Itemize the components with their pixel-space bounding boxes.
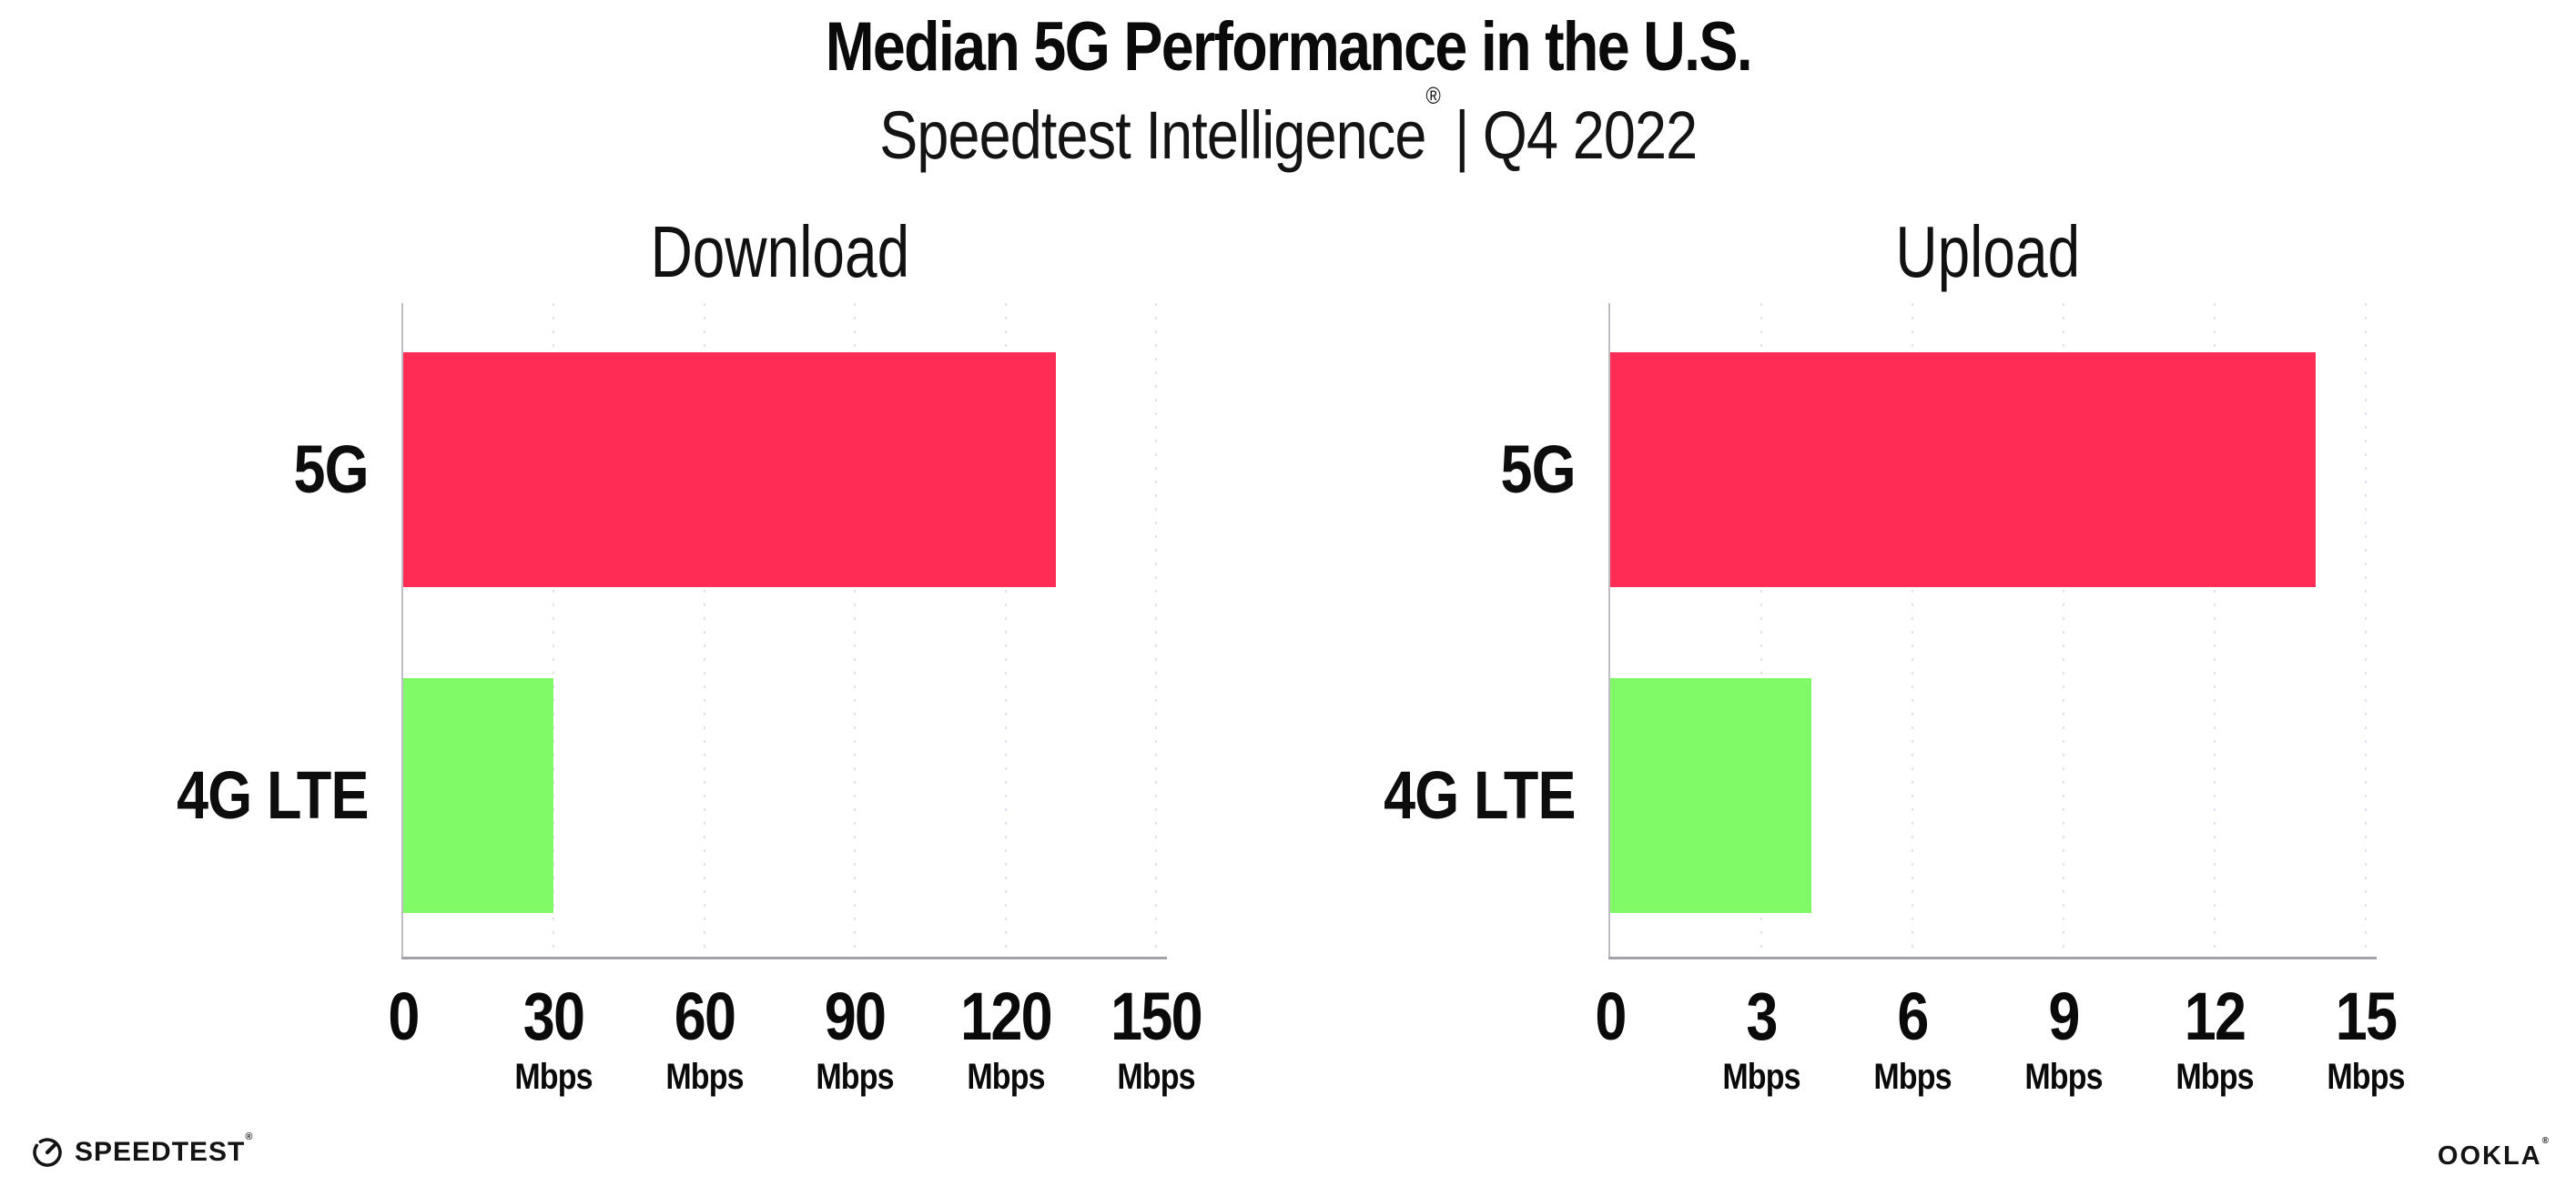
- gridline: [703, 303, 705, 958]
- x-tick-value: 0: [1595, 979, 1627, 1054]
- registered-trademark-icon: ®: [1425, 82, 1441, 110]
- gridline: [1760, 303, 1762, 958]
- ookla-registered-mark-icon: ®: [2541, 1136, 2549, 1147]
- x-tick-label: 15 Mbps: [2320, 979, 2411, 1097]
- category-label-5g-text: 5G: [293, 431, 370, 507]
- x-tick-value: 15: [2335, 979, 2398, 1054]
- download-bar-4g-lte: [403, 678, 554, 913]
- gridline: [1004, 303, 1007, 958]
- x-tick-unit: Mbps: [1117, 1057, 1195, 1097]
- speedtest-wordmark: SPEEDTEST®: [75, 1131, 252, 1168]
- category-label-4g-lte-text: 4G LTE: [177, 757, 370, 833]
- gridline: [854, 303, 857, 958]
- category-label-5g: 5G: [280, 431, 370, 507]
- gridline: [553, 303, 555, 958]
- ookla-wordmark-text: OOKLA: [2437, 1141, 2542, 1171]
- speedtest-gauge-icon: [33, 1138, 62, 1167]
- x-tick-label: 3 Mbps: [1716, 979, 1807, 1097]
- x-tick-unit: Mbps: [1873, 1057, 1952, 1097]
- download-chart: Download 5G 4G LTE 0 30 Mbps 60 Mbps 90 Mbps 12…: [177, 216, 1203, 1096]
- gridline: [2365, 303, 2367, 958]
- x-tick-label: 60 Mbps: [659, 979, 750, 1097]
- x-tick-value: 90: [824, 979, 887, 1054]
- subtitle-period: Q4 2022: [1482, 97, 1698, 173]
- x-tick-label: 30 Mbps: [508, 979, 599, 1097]
- subtitle-separator: |: [1454, 97, 1469, 173]
- gridline: [1155, 303, 1157, 958]
- category-label-5g-text: 5G: [1500, 431, 1577, 507]
- x-tick-value: 120: [959, 979, 1053, 1054]
- x-tick-label: 120 Mbps: [952, 979, 1059, 1097]
- upload-x-axis-line: [1608, 957, 2377, 959]
- upload-bar-4g-lte: [1610, 678, 1812, 913]
- download-y-axis-line: [401, 303, 403, 959]
- x-tick-unit: Mbps: [816, 1057, 895, 1097]
- x-tick-unit: Mbps: [2175, 1057, 2254, 1097]
- x-tick-unit: Mbps: [2024, 1057, 2103, 1097]
- upload-x-axis-ticks: 0 3 Mbps 6 Mbps 9 Mbps 12 Mbps 15 Mbps: [1595, 958, 2405, 1103]
- download-bar-5g: [403, 352, 1056, 587]
- x-tick-label: 0: [385, 983, 421, 1050]
- x-tick-label: 150 Mbps: [1102, 979, 1209, 1097]
- x-tick-value: 150: [1111, 979, 1203, 1054]
- x-tick-value: 6: [1897, 979, 1929, 1054]
- upload-chart-title: Upload: [1610, 216, 2366, 289]
- speedtest-registered-mark-icon: ®: [245, 1131, 253, 1142]
- page-subtitle: Speedtest Intelligence® | Q4 2022: [0, 84, 2576, 173]
- x-tick-value: 12: [2184, 979, 2246, 1054]
- x-tick-unit: Mbps: [665, 1057, 744, 1097]
- x-tick-label: 12 Mbps: [2169, 979, 2260, 1097]
- x-tick-unit: Mbps: [514, 1057, 593, 1097]
- category-label-5g: 5G: [1487, 431, 1577, 507]
- x-tick-value: 60: [674, 979, 736, 1054]
- x-tick-label: 6 Mbps: [1867, 979, 1958, 1097]
- page-subtitle-text: Speedtest Intelligence® | Q4 2022: [878, 84, 1698, 173]
- upload-chart-title-text: Upload: [1895, 211, 2081, 292]
- category-label-4g-lte: 4G LTE: [1350, 757, 1577, 833]
- download-x-axis-line: [401, 957, 1167, 959]
- upload-bar-5g: [1610, 352, 2316, 587]
- speedtest-logo: SPEEDTEST®: [31, 1131, 252, 1169]
- x-tick-value: 9: [2048, 979, 2080, 1054]
- x-tick-unit: Mbps: [966, 1057, 1045, 1097]
- speedtest-wordmark-text: SPEEDTEST: [75, 1137, 246, 1167]
- x-tick-value: 30: [523, 979, 585, 1054]
- upload-plot-area: [1610, 303, 2367, 958]
- category-label-4g-lte-text: 4G LTE: [1384, 757, 1577, 833]
- subtitle-brand: Speedtest Intelligence: [878, 97, 1426, 173]
- download-chart-title: Download: [403, 216, 1156, 289]
- x-tick-value: 3: [1746, 979, 1778, 1054]
- gridline: [1912, 303, 1913, 958]
- page-title-text: Median 5G Performance in the U.S.: [825, 8, 1752, 86]
- download-x-axis-ticks: 0 30 Mbps 60 Mbps 90 Mbps 120 Mbps 150 Mbps: [388, 958, 1202, 1103]
- x-tick-value: 0: [388, 979, 420, 1054]
- x-tick-label: 0: [1592, 983, 1628, 1050]
- page-title: Median 5G Performance in the U.S.: [0, 13, 2576, 82]
- x-tick-unit: Mbps: [2327, 1057, 2405, 1097]
- gridline: [2063, 303, 2064, 958]
- ookla-logo: OOKLA®: [2437, 1136, 2549, 1172]
- x-tick-label: 9 Mbps: [2018, 979, 2109, 1097]
- upload-chart: Upload 5G 4G LTE 0 3 Mbps 6 Mbps 9 Mbps 12 Mbps 1…: [1384, 216, 2406, 1096]
- category-label-4g-lte: 4G LTE: [143, 757, 370, 833]
- download-chart-title-text: Download: [650, 211, 909, 292]
- upload-y-axis-line: [1608, 303, 1610, 959]
- gridline: [2214, 303, 2216, 958]
- x-tick-unit: Mbps: [1722, 1057, 1800, 1097]
- download-plot-area: [403, 303, 1157, 958]
- x-tick-label: 90 Mbps: [809, 979, 900, 1097]
